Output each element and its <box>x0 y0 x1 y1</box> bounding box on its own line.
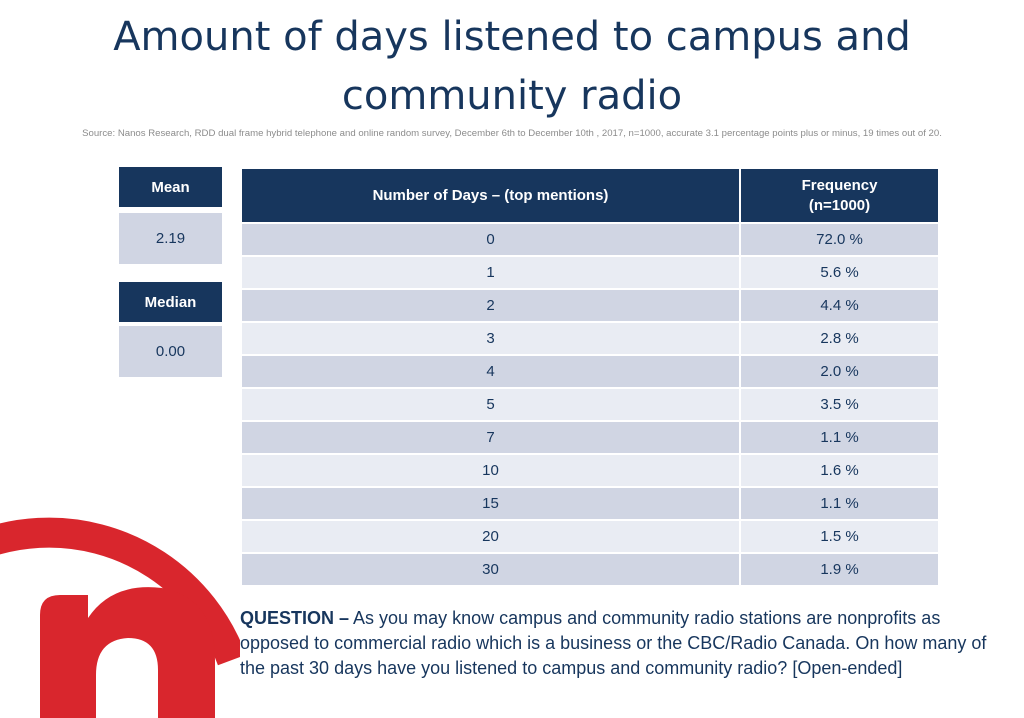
days-column-header: Number of Days – (top mentions) <box>240 167 741 224</box>
days-cell: 1 <box>240 255 741 290</box>
days-cell: 0 <box>240 222 741 257</box>
table-row: 4 2.0 % <box>240 354 940 389</box>
frequency-cell: 72.0 % <box>739 222 940 257</box>
days-cell: 2 <box>240 288 741 323</box>
table-row: 1 5.6 % <box>240 255 940 290</box>
question-text-block: QUESTION – As you may know campus and co… <box>240 606 1010 681</box>
days-cell: 7 <box>240 420 741 455</box>
table-row: 15 1.1 % <box>240 486 940 521</box>
frequency-header-line2: (n=1000) <box>808 196 871 214</box>
slide-title: Amount of days listened to campus and co… <box>113 14 911 119</box>
frequency-column-header: Frequency (n=1000) <box>739 167 940 224</box>
median-header: Median <box>119 282 222 322</box>
days-cell: 30 <box>240 552 741 587</box>
table-row: 5 3.5 % <box>240 387 940 422</box>
frequency-cell: 5.6 % <box>739 255 940 290</box>
table-body: 0 72.0 % 1 5.6 % 2 4.4 % 3 2.8 % 4 2.0 % 5 3.5 % 7 1.… <box>240 222 940 587</box>
frequency-cell: 2.0 % <box>739 354 940 389</box>
frequency-cell: 1.1 % <box>739 486 940 521</box>
mean-value: 2.19 <box>119 213 222 264</box>
question-body: As you may know campus and community rad… <box>240 608 987 678</box>
table-row: 30 1.9 % <box>240 552 940 587</box>
frequency-cell: 1.9 % <box>739 552 940 587</box>
table-row: 20 1.5 % <box>240 519 940 554</box>
days-cell: 4 <box>240 354 741 389</box>
frequency-cell: 1.6 % <box>739 453 940 488</box>
frequency-cell: 3.5 % <box>739 387 940 422</box>
table-header-row: Number of Days – (top mentions) Frequenc… <box>240 167 940 224</box>
frequency-cell: 4.4 % <box>739 288 940 323</box>
table-row: 10 1.6 % <box>240 453 940 488</box>
frequency-cell: 2.8 % <box>739 321 940 356</box>
days-cell: 10 <box>240 453 741 488</box>
days-cell: 15 <box>240 486 741 521</box>
days-cell: 5 <box>240 387 741 422</box>
table-row: 3 2.8 % <box>240 321 940 356</box>
frequency-table: Number of Days – (top mentions) Frequenc… <box>240 167 940 587</box>
frequency-cell: 1.1 % <box>739 420 940 455</box>
median-value: 0.00 <box>119 326 222 377</box>
table-row: 2 4.4 % <box>240 288 940 323</box>
frequency-header-line1: Frequency <box>801 176 878 194</box>
frequency-cell: 1.5 % <box>739 519 940 554</box>
days-cell: 20 <box>240 519 741 554</box>
table-row: 7 1.1 % <box>240 420 940 455</box>
table-row: 0 72.0 % <box>240 222 940 257</box>
question-label: QUESTION – <box>240 608 350 628</box>
days-cell: 3 <box>240 321 741 356</box>
nanos-logo-icon <box>0 517 240 718</box>
source-note: Source: Nanos Research, RDD dual frame h… <box>82 128 942 139</box>
mean-header: Mean <box>119 167 222 207</box>
